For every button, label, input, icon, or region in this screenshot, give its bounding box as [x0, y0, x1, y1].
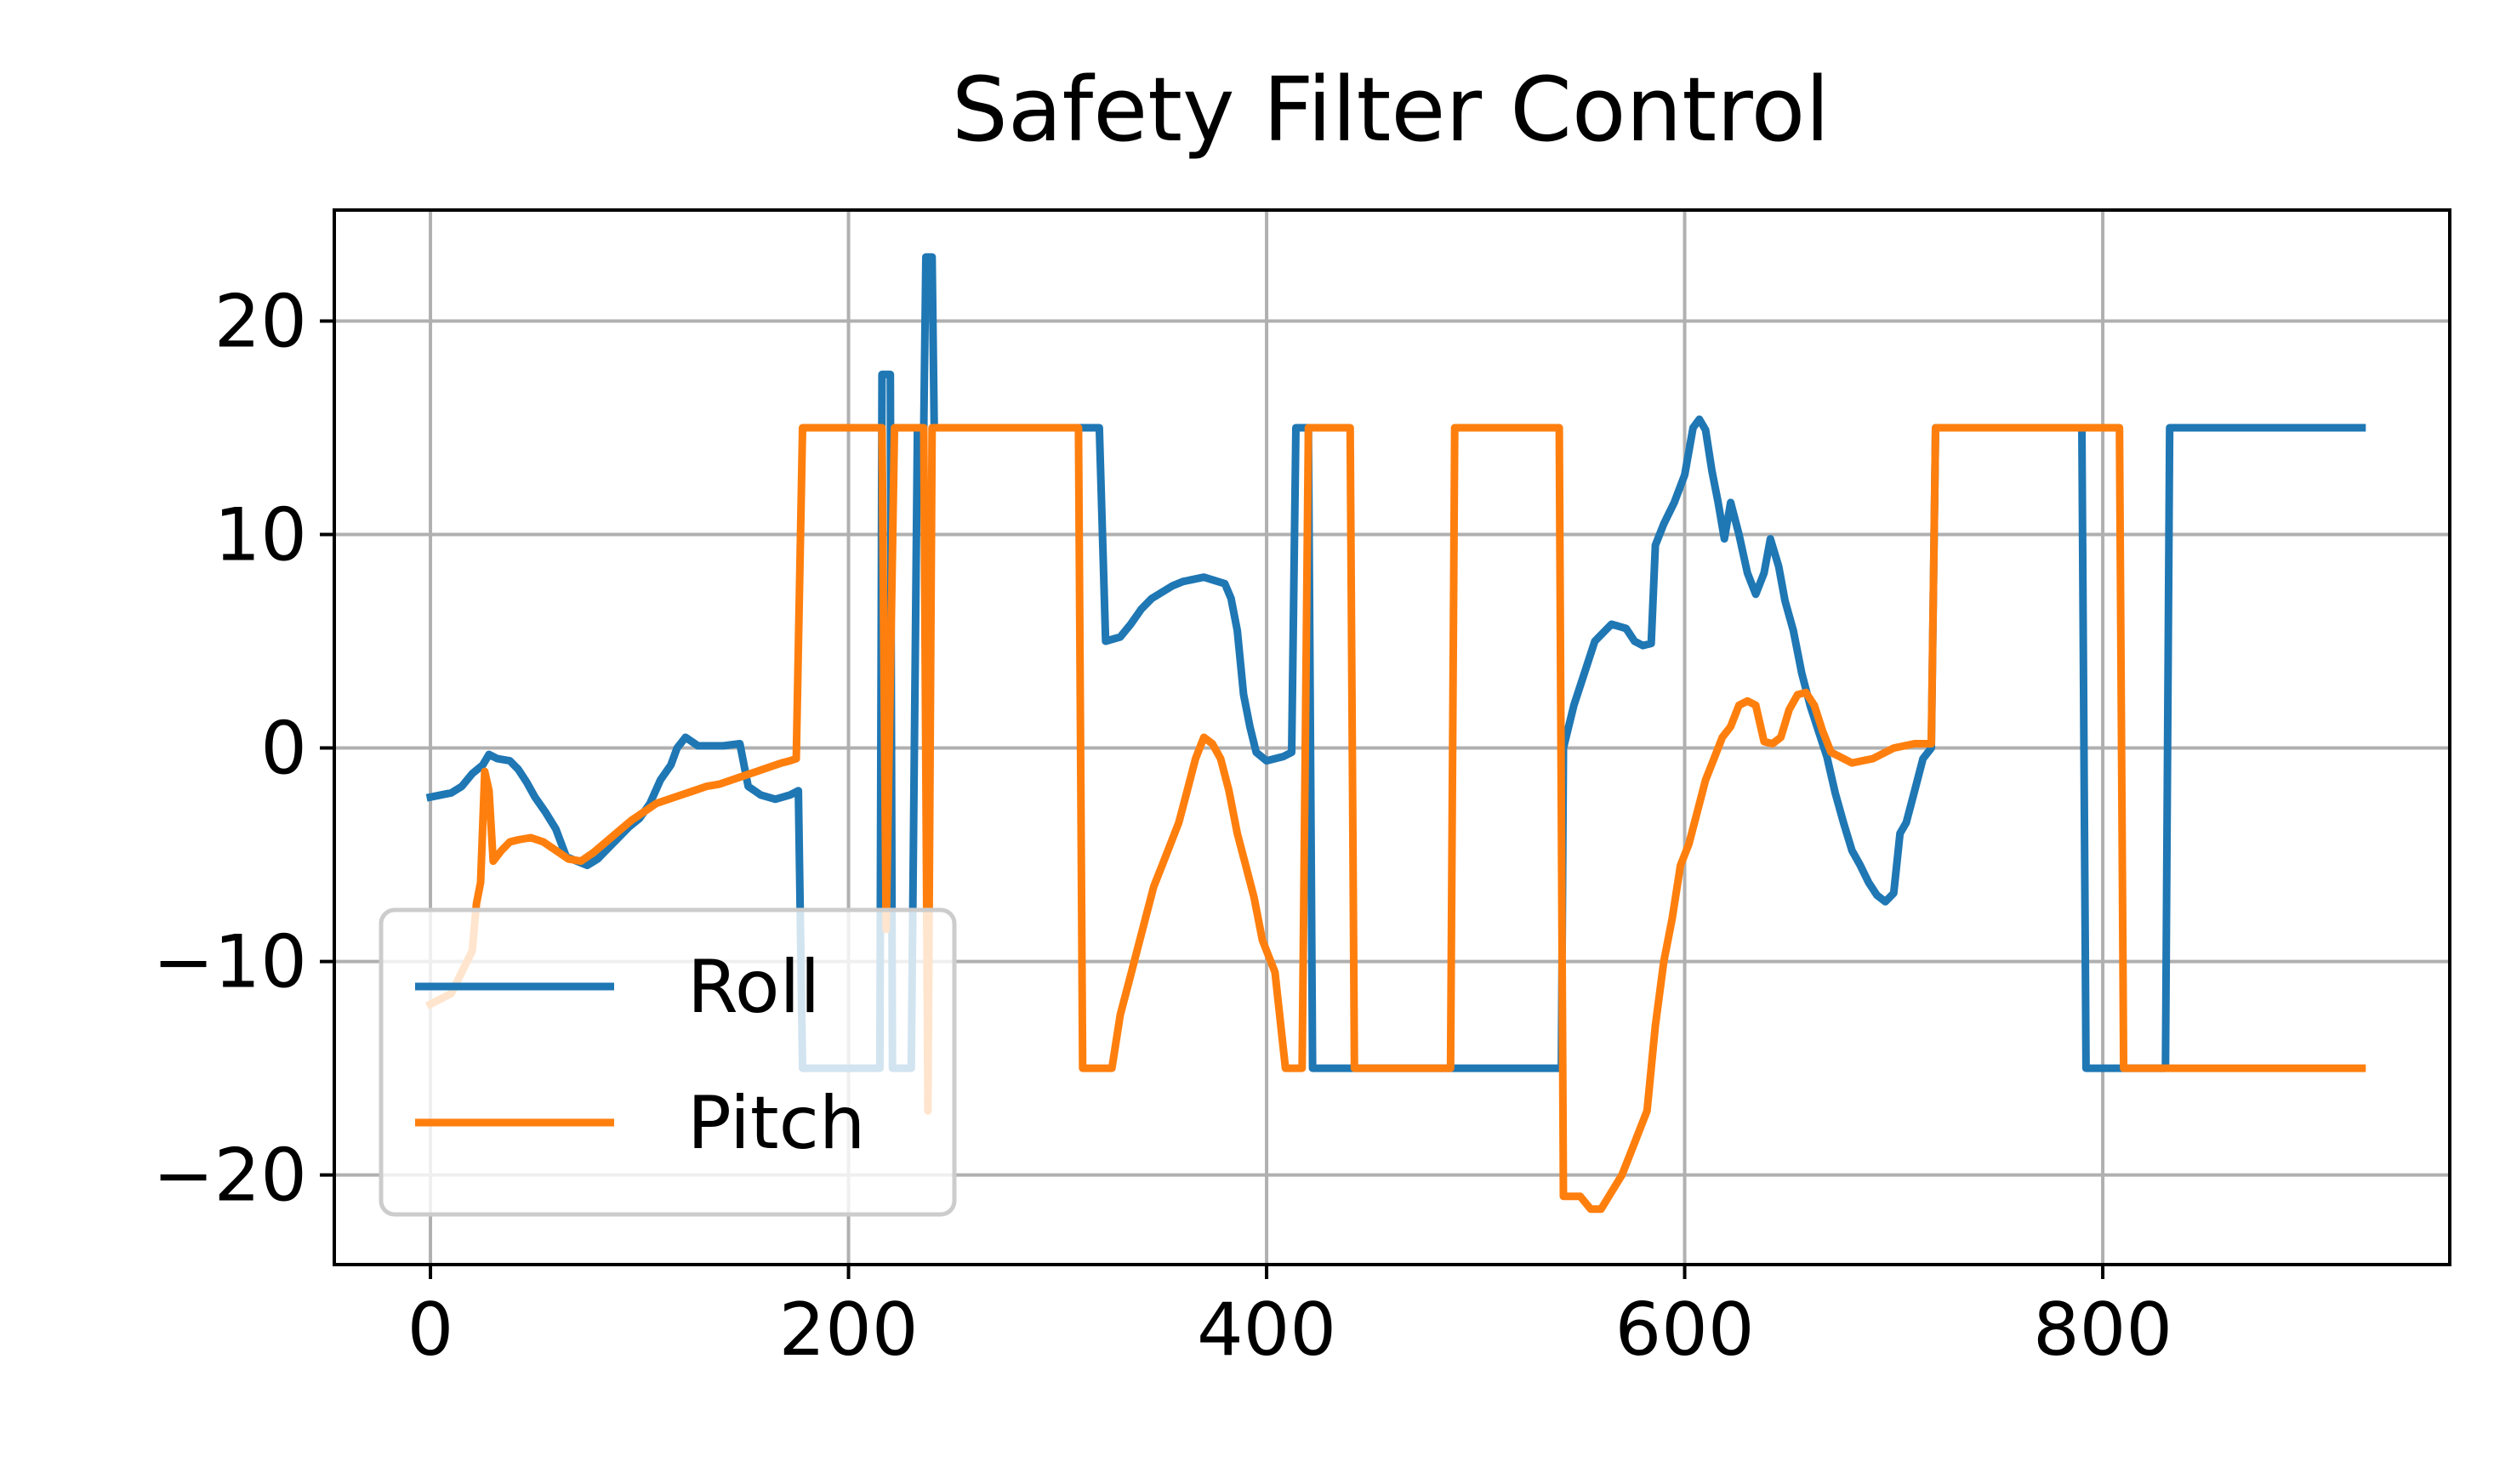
y-tick-label: −10 [153, 920, 308, 1005]
grid [334, 210, 2450, 1265]
series-group [424, 253, 2366, 1214]
legend: Roll Pitch [379, 907, 957, 1217]
legend-box [379, 907, 957, 1217]
axes-frame [333, 208, 2451, 1266]
x-tick-label: 400 [1197, 1288, 1336, 1373]
x-tick-label: 0 [407, 1288, 454, 1373]
y-tick-label: 20 [214, 280, 307, 365]
x-tick-label: 600 [1614, 1288, 1754, 1373]
legend-label-pitch: Pitch [687, 1081, 865, 1166]
legend-label-roll: Roll [687, 945, 820, 1030]
chart-title: Safety Filter Control [952, 58, 1830, 162]
y-tick-label: 0 [260, 707, 307, 792]
axis-ticks: 0 200 400 600 800 −20 −10 0 10 20 [153, 280, 2173, 1373]
y-tick-label: 10 [214, 493, 307, 578]
x-tick-label: 800 [2033, 1288, 2172, 1373]
series-line-pitch [424, 424, 2366, 1214]
x-tick-label: 200 [778, 1288, 918, 1373]
y-tick-label: −20 [153, 1134, 308, 1219]
